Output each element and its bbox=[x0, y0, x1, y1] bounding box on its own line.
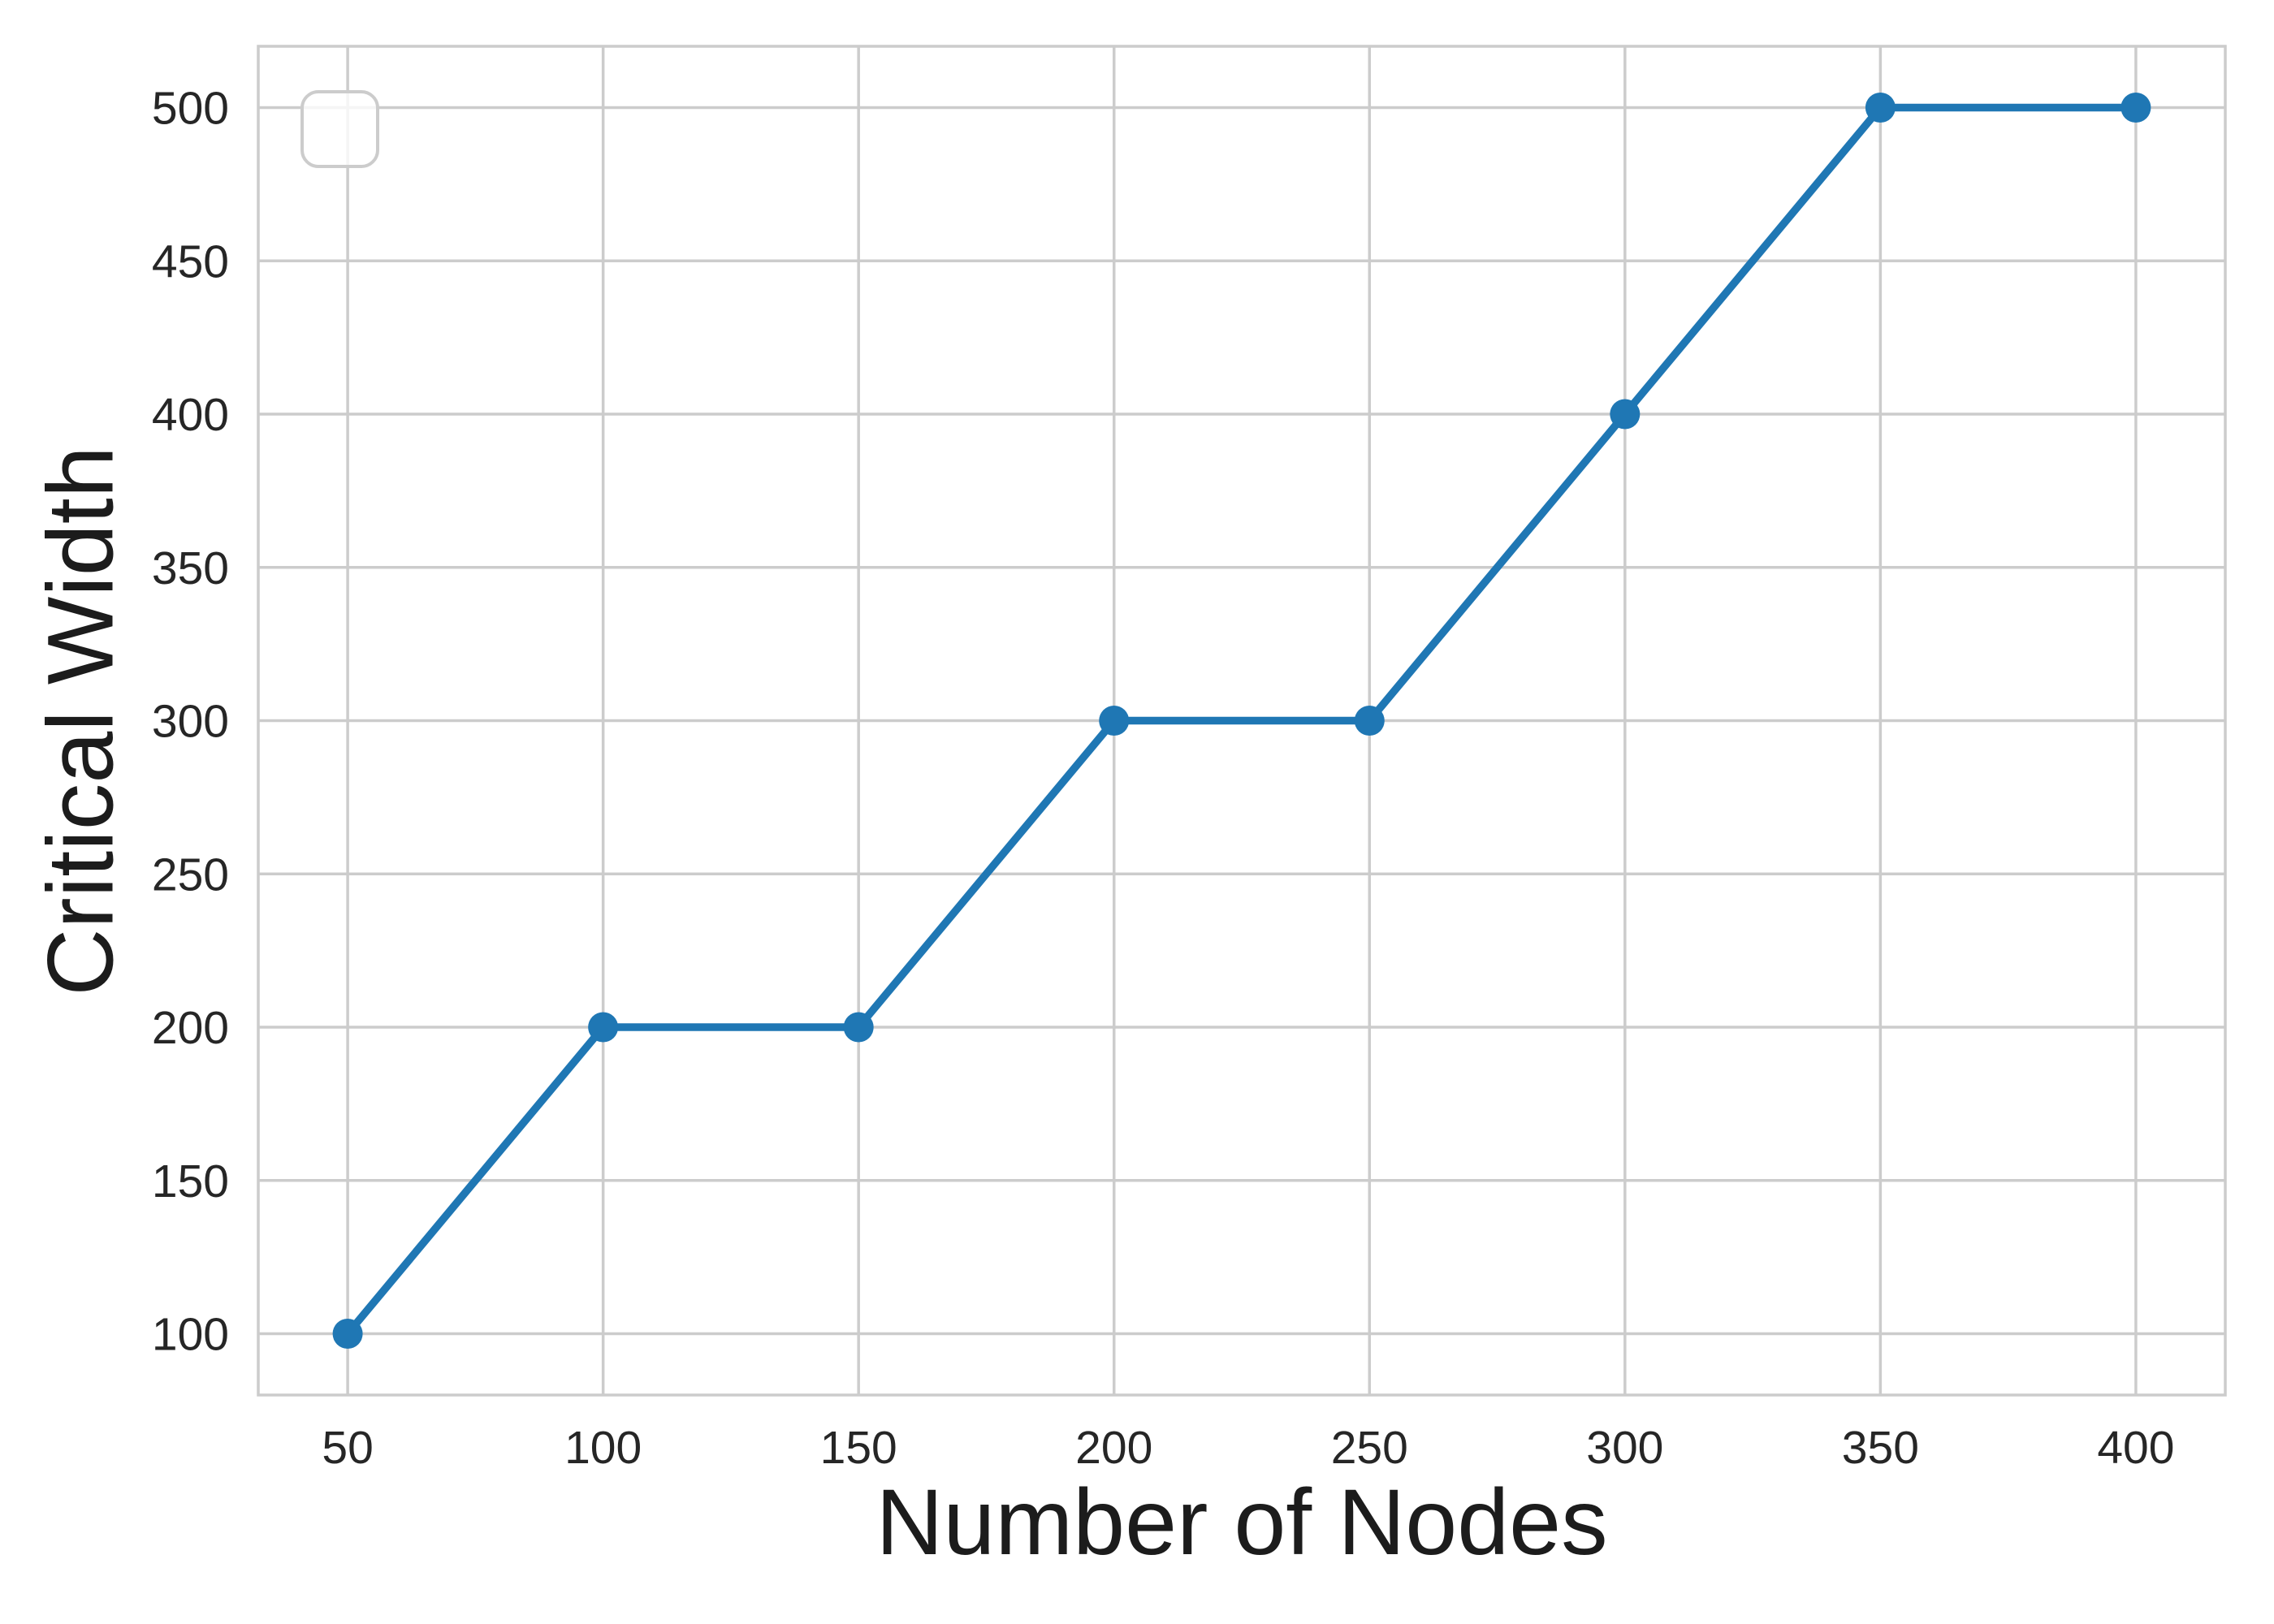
x-tick-label-400: 400 bbox=[2097, 1422, 2174, 1474]
y-tick-label-300: 300 bbox=[152, 696, 229, 748]
series-line bbox=[344, 103, 2140, 1338]
y-tick-label-450: 450 bbox=[152, 235, 229, 287]
y-axis-label: Critical Width bbox=[28, 446, 133, 996]
x-tick-label-50: 50 bbox=[322, 1422, 373, 1474]
x-tick-label-300: 300 bbox=[1586, 1422, 1663, 1474]
x-tick-label-100: 100 bbox=[564, 1422, 642, 1474]
y-tick-label-400: 400 bbox=[152, 389, 229, 441]
legend-box bbox=[300, 90, 379, 168]
plot-border bbox=[257, 45, 2227, 1397]
data-point-400 bbox=[2121, 93, 2151, 123]
y-tick-label-350: 350 bbox=[152, 542, 229, 594]
data-point-350 bbox=[1865, 93, 1896, 123]
y-tick-label-150: 150 bbox=[152, 1155, 229, 1207]
data-point-50 bbox=[332, 1319, 363, 1349]
x-tick-label-350: 350 bbox=[1842, 1422, 1919, 1474]
data-point-100 bbox=[588, 1012, 619, 1043]
y-tick-label-500: 500 bbox=[152, 83, 229, 135]
x-tick-label-150: 150 bbox=[820, 1422, 897, 1474]
x-tick-label-250: 250 bbox=[1331, 1422, 1408, 1474]
x-axis-label: Number of Nodes bbox=[875, 1471, 1608, 1574]
data-point-150 bbox=[843, 1012, 874, 1043]
data-point-300 bbox=[1610, 399, 1641, 430]
x-tick-label-200: 200 bbox=[1075, 1422, 1152, 1474]
data-point-200 bbox=[1099, 706, 1130, 736]
data-point-250 bbox=[1354, 706, 1385, 736]
y-tick-label-100: 100 bbox=[152, 1309, 229, 1361]
y-tick-label-200: 200 bbox=[152, 1002, 229, 1054]
y-tick-label-250: 250 bbox=[152, 849, 229, 901]
